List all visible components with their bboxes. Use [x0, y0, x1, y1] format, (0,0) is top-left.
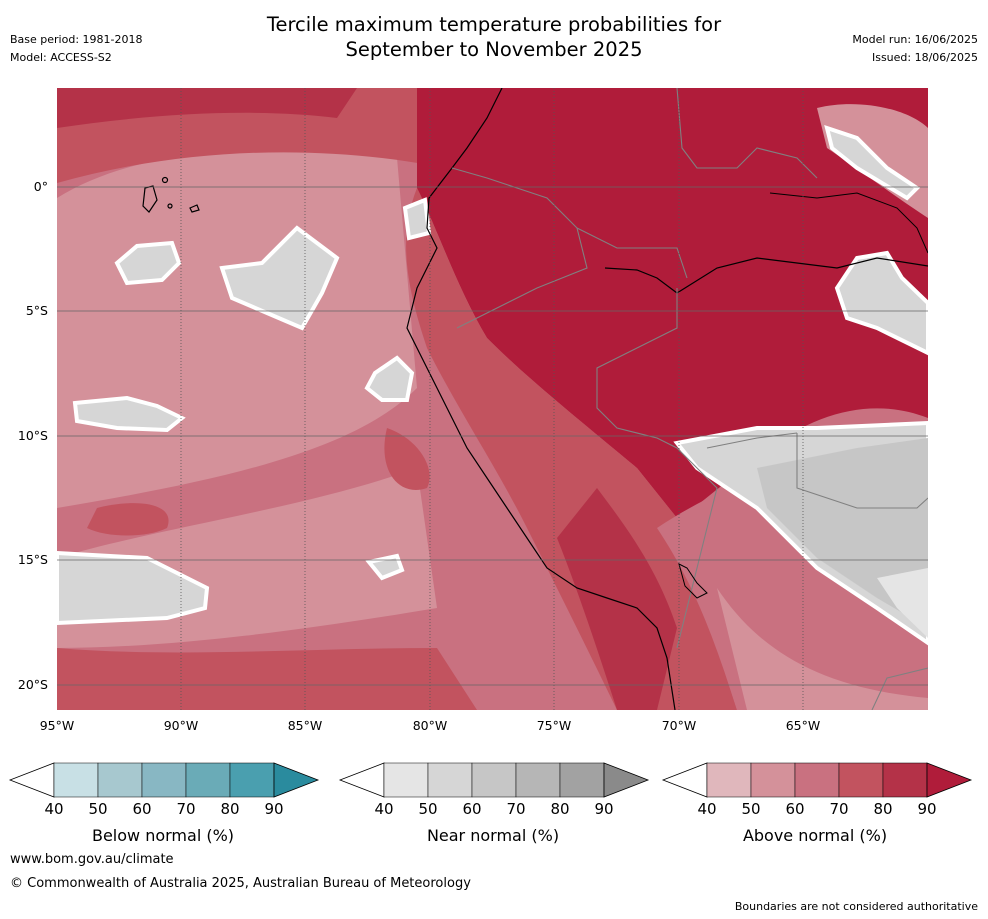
river-2 — [769, 192, 928, 254]
lat-label-5s: 5°S — [25, 303, 48, 318]
lake-titicaca — [678, 563, 708, 599]
grey-area-1 — [114, 240, 182, 286]
near-tick-label: 70 — [506, 800, 526, 818]
coastal-band-dark — [557, 488, 677, 710]
grey-area-10 — [824, 124, 921, 201]
galapagos-islands — [142, 176, 200, 213]
grey-area-4 — [364, 355, 415, 402]
near-colorbar-segment — [471, 762, 517, 798]
above-colorbar-min-extend — [661, 762, 708, 798]
colorbars — [8, 762, 973, 798]
above-tick-label: 40 — [697, 800, 717, 818]
above-colorbar-segment — [750, 762, 796, 798]
lon-label-75w: 75°W — [536, 718, 572, 733]
near-colorbar-max-extend — [603, 762, 650, 798]
base-period: Base period: 1981-2018 — [10, 33, 143, 46]
title-line-2: September to November 2025 — [345, 38, 643, 61]
below-tick-label: 90 — [264, 800, 284, 818]
near-colorbar-min-extend — [338, 762, 385, 798]
above-tick-label: 80 — [873, 800, 893, 818]
above-colorbar-segment — [706, 762, 752, 798]
below-colorbar-min-extend — [8, 762, 55, 798]
lat-label-0: 0° — [33, 179, 48, 194]
grey-area-light — [877, 568, 928, 638]
below-normal-title: Below normal (%) — [91, 826, 235, 845]
meta-right: Model run: 16/06/2025 Issued: 18/06/2025 — [852, 31, 978, 67]
grey-area-5 — [57, 550, 210, 626]
above-colorbar-max-extend — [926, 762, 973, 798]
lon-label-90w: 90°W — [163, 718, 199, 733]
below-tick-label: 50 — [88, 800, 108, 818]
below-colorbar-segment — [53, 762, 99, 798]
near-colorbar-segment — [383, 762, 429, 798]
below-colorbar-segment — [229, 762, 275, 798]
southern-band — [57, 648, 477, 710]
lon-label-95w: 95°W — [39, 718, 75, 733]
grey-area-2 — [219, 225, 340, 331]
below-tick-label: 40 — [44, 800, 64, 818]
near-colorbar-segment — [427, 762, 473, 798]
model-run: Model run: 16/06/2025 — [852, 33, 978, 46]
below-tick-label: 80 — [220, 800, 240, 818]
southeast-light — [717, 588, 928, 710]
colorbar-ticks: 40 50 60 70 80 90 40 50 60 70 80 90 40 50 60 70 80 90 — [0, 800, 988, 822]
country-borders — [451, 88, 928, 710]
lon-label-70w: 70°W — [661, 718, 697, 733]
below-colorbar-max-extend — [273, 762, 320, 798]
lat-label-10s: 10°S — [17, 428, 48, 443]
grey-area-6 — [365, 553, 405, 581]
below-colorbar-segment — [141, 762, 187, 798]
above-normal-title: Above normal (%) — [742, 826, 888, 845]
above-colorbar-segment — [838, 762, 884, 798]
below-colorbar-segment — [97, 762, 143, 798]
issued-date: Issued: 18/06/2025 — [871, 51, 978, 64]
above-colorbar-segment — [794, 762, 840, 798]
near-tick-label: 60 — [462, 800, 482, 818]
northern-band-dark — [57, 88, 357, 128]
lat-label-15s: 15°S — [17, 552, 48, 567]
ocean-spot-2 — [384, 428, 430, 490]
website-link[interactable]: www.bom.gov.au/climate — [10, 852, 174, 867]
near-tick-label: 40 — [374, 800, 394, 818]
lon-label-65w: 65°W — [785, 718, 821, 733]
grey-area-3 — [72, 395, 186, 433]
grey-area-9 — [834, 250, 928, 356]
near-tick-label: 50 — [418, 800, 438, 818]
below-tick-label: 70 — [176, 800, 196, 818]
ocean-spot — [87, 503, 169, 536]
model-name: Model: ACCESS-S2 — [10, 51, 112, 64]
above-tick-label: 90 — [917, 800, 937, 818]
lon-label-85w: 85°W — [287, 718, 323, 733]
near-colorbar-segment — [559, 762, 605, 798]
above-tick-label: 50 — [741, 800, 761, 818]
coastline — [406, 88, 676, 710]
disclaimer-text: Boundaries are not considered authoritat… — [734, 900, 978, 913]
grey-area-7 — [402, 197, 432, 241]
title-line-1: Tercile maximum temperature probabilitie… — [266, 13, 722, 36]
near-colorbar-segment — [515, 762, 561, 798]
probability-map — [57, 88, 928, 710]
near-normal-title: Near normal (%) — [426, 826, 560, 845]
lat-label-20s: 20°S — [17, 677, 48, 692]
below-colorbar-segment — [185, 762, 231, 798]
above-tick-label: 70 — [829, 800, 849, 818]
lat-gridlines — [57, 186, 928, 686]
meta-left: Base period: 1981-2018 Model: ACCESS-S2 — [10, 31, 142, 67]
below-tick-label: 60 — [132, 800, 152, 818]
near-tick-label: 90 — [594, 800, 614, 818]
near-tick-label: 80 — [550, 800, 570, 818]
map-title: Tercile maximum temperature probabilitie… — [0, 12, 988, 62]
above-normal-land — [417, 88, 928, 518]
above-colorbar-segment — [882, 762, 928, 798]
lon-label-80w: 80°W — [412, 718, 448, 733]
amazon-river — [604, 257, 928, 294]
copyright-text: © Commonwealth of Australia 2025, Austra… — [10, 876, 471, 891]
above-tick-label: 60 — [785, 800, 805, 818]
